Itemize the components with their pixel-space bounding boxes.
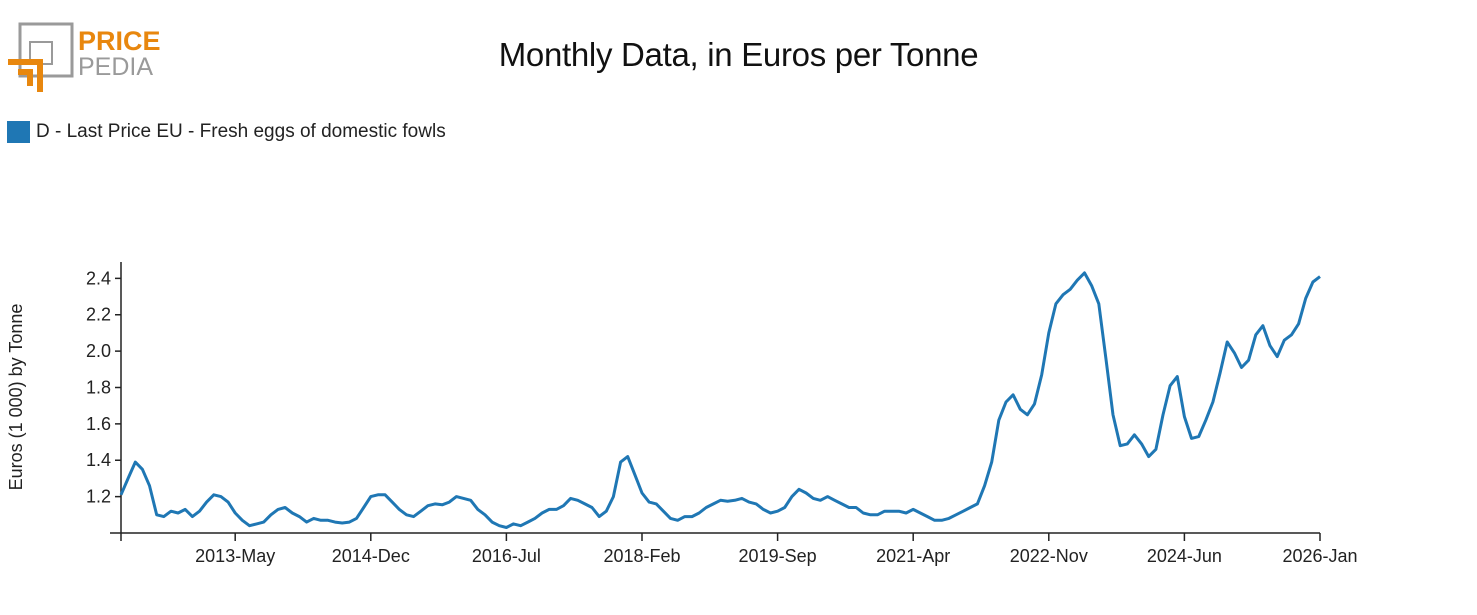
legend-label[interactable]: D - Last Price EU - Fresh eggs of domest…	[36, 121, 446, 142]
y-tick-label: 1.2	[86, 487, 111, 507]
x-tick-label: 2026-Jan	[1282, 546, 1357, 566]
x-tick-label: 2014-Dec	[332, 546, 410, 566]
y-tick-label: 1.4	[86, 450, 111, 470]
y-tick-label: 2.4	[86, 268, 111, 288]
x-tick-label: 2024-Jun	[1147, 546, 1222, 566]
x-tick-label: 2013-May	[195, 546, 275, 566]
pricepedia-logo: PRICE PEDIA	[6, 22, 166, 94]
legend: D - Last Price EU - Fresh eggs of domest…	[7, 121, 446, 143]
y-tick-label: 2.0	[86, 341, 111, 361]
x-tick-label: 2016-Jul	[472, 546, 541, 566]
x-tick-label: 2018-Feb	[603, 546, 680, 566]
x-axis: 2013-May 2014-Dec 2016-Jul 2018-Feb 2019-Sep…	[110, 532, 1358, 566]
legend-swatch	[7, 121, 30, 143]
y-tick-label: 1.8	[86, 377, 111, 397]
x-tick-label: 2021-Apr	[876, 546, 950, 566]
y-tick-label: 2.2	[86, 305, 111, 325]
svg-text:PRICE: PRICE	[78, 26, 161, 56]
y-tick-label: 1.6	[86, 414, 111, 434]
svg-text:PEDIA: PEDIA	[78, 53, 153, 81]
x-tick-label: 2019-Sep	[739, 546, 817, 566]
series-line-fresh-eggs	[119, 271, 1321, 529]
x-tick-label: 2022-Nov	[1010, 546, 1088, 566]
y-axis: 1.2 1.4 1.6 1.8 2.0 2.2 2.4	[86, 262, 122, 533]
y-axis-title: Euros (1 000) by Tonne	[6, 304, 26, 491]
chart-title: Monthly Data, in Euros per Tonne	[498, 36, 979, 73]
